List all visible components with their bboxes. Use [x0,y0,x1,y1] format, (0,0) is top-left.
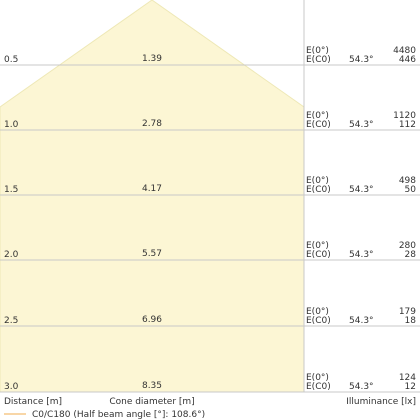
e0-illuminance-value: 280 [399,241,416,251]
distance-axis-label: Distance [m] [4,397,62,407]
ec0-label: E(C0) [306,120,331,130]
ec0-illuminance-value: 18 [405,316,417,326]
e0-illuminance-value: 1120 [393,111,416,121]
e0-label: E(0°) [306,46,329,56]
ec0-label: E(C0) [306,316,331,326]
cone-diameter-value: 5.57 [142,249,162,259]
distance-value: 1.5 [4,185,18,195]
cone-diameter-value: 6.96 [142,315,162,325]
distance-value: 2.0 [4,250,19,260]
ec0-label: E(C0) [306,55,331,65]
e0-label: E(0°) [306,241,329,251]
e0-label: E(0°) [306,373,329,383]
e0-label: E(0°) [306,176,329,186]
half-angle-value: 54.3° [349,250,374,260]
half-angle-value: 54.3° [349,316,374,326]
cone-diameter-value: 4.17 [142,184,162,194]
legend-label: C0/C180 (Half beam angle [°]: 108.6°) [32,410,205,420]
ec0-illuminance-value: 50 [405,185,417,195]
distance-value: 2.5 [4,316,18,326]
distance-grid-lines [0,64,420,327]
distance-value: 3.0 [4,382,19,392]
e0-illuminance-value: 498 [399,176,416,186]
e0-illuminance-value: 4480 [393,46,416,56]
cone-diameter-axis-label: Cone diameter [m] [109,397,194,407]
e0-label: E(0°) [306,111,329,121]
e0-illuminance-value: 179 [399,307,416,317]
ec0-illuminance-value: 112 [399,120,416,130]
ec0-illuminance-value: 12 [405,382,416,392]
half-angle-value: 54.3° [349,382,374,392]
half-angle-value: 54.3° [349,120,374,130]
illuminance-axis-label: Illuminance [lx] [346,397,416,407]
half-angle-value: 54.3° [349,185,374,195]
distance-value: 0.5 [4,55,18,65]
cone-diameter-value: 2.78 [142,119,162,129]
e0-label: E(0°) [306,307,329,317]
ec0-illuminance-value: 446 [399,55,416,65]
cone-diameter-value: 8.35 [142,381,162,391]
e0-illuminance-value: 124 [399,373,416,383]
half-angle-value: 54.3° [349,55,374,65]
cone-diameter-value: 1.39 [142,54,162,64]
ec0-label: E(C0) [306,185,331,195]
ec0-label: E(C0) [306,250,331,260]
ec0-illuminance-value: 28 [405,250,417,260]
ec0-label: E(C0) [306,382,331,392]
distance-value: 1.0 [4,120,19,130]
